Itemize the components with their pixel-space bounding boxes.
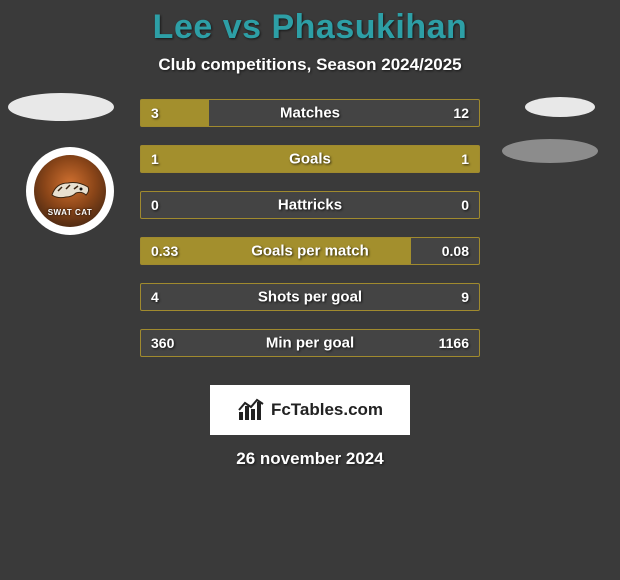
root: Lee vs Phasukihan Club competitions, Sea… [0, 0, 620, 469]
page-title: Lee vs Phasukihan [0, 8, 620, 47]
stat-value-right: 1 [461, 151, 469, 167]
decor-ellipse-right-bottom [502, 139, 598, 163]
footer-date: 26 november 2024 [0, 449, 620, 469]
stat-value-right: 0 [461, 197, 469, 213]
stat-row: 360 1166Min per goal [140, 329, 480, 357]
stat-row: 4 9Shots per goal [140, 283, 480, 311]
stat-value-right: 1166 [439, 335, 469, 351]
stat-value-left: 3 [151, 105, 159, 121]
page-subtitle: Club competitions, Season 2024/2025 [0, 55, 620, 75]
stat-value-right: 0.08 [442, 243, 469, 259]
decor-ellipse-right-top [525, 97, 595, 117]
stat-label: Hattricks [141, 197, 479, 214]
stat-row: 0.330.08Goals per match [140, 237, 480, 265]
stat-row: 11Goals [140, 145, 480, 173]
stat-value-left: 0 [151, 197, 159, 213]
bar-fill-right [310, 146, 479, 172]
stat-value-right: 12 [453, 105, 469, 121]
stat-value-left: 1 [151, 151, 159, 167]
decor-ellipse-left [8, 93, 114, 121]
bar-fill-left [141, 238, 411, 264]
team-badge-left: SWAT CAT [26, 147, 114, 235]
logo-box[interactable]: FcTables.com [210, 385, 410, 435]
stat-value-right: 9 [461, 289, 469, 305]
bar-fill-left [141, 146, 310, 172]
logo-text: FcTables.com [271, 400, 383, 420]
stat-value-left: 0.33 [151, 243, 178, 259]
stat-row: 0 0Hattricks [140, 191, 480, 219]
chart-icon [237, 398, 265, 422]
stat-label: Shots per goal [141, 289, 479, 306]
badge-inner-circle: SWAT CAT [34, 155, 106, 227]
stat-label: Min per goal [141, 335, 479, 352]
tiger-icon [48, 177, 92, 205]
stat-bars: 312Matches11Goals00Hattricks0.330.08Goal… [140, 99, 480, 357]
badge-label: SWAT CAT [48, 208, 93, 217]
stat-value-left: 360 [151, 335, 174, 351]
stat-row: 312Matches [140, 99, 480, 127]
badge-outer-circle: SWAT CAT [26, 147, 114, 235]
stats-area: SWAT CAT 312Matches11Goals00Hattricks0.3… [0, 99, 620, 379]
stat-value-left: 4 [151, 289, 159, 305]
